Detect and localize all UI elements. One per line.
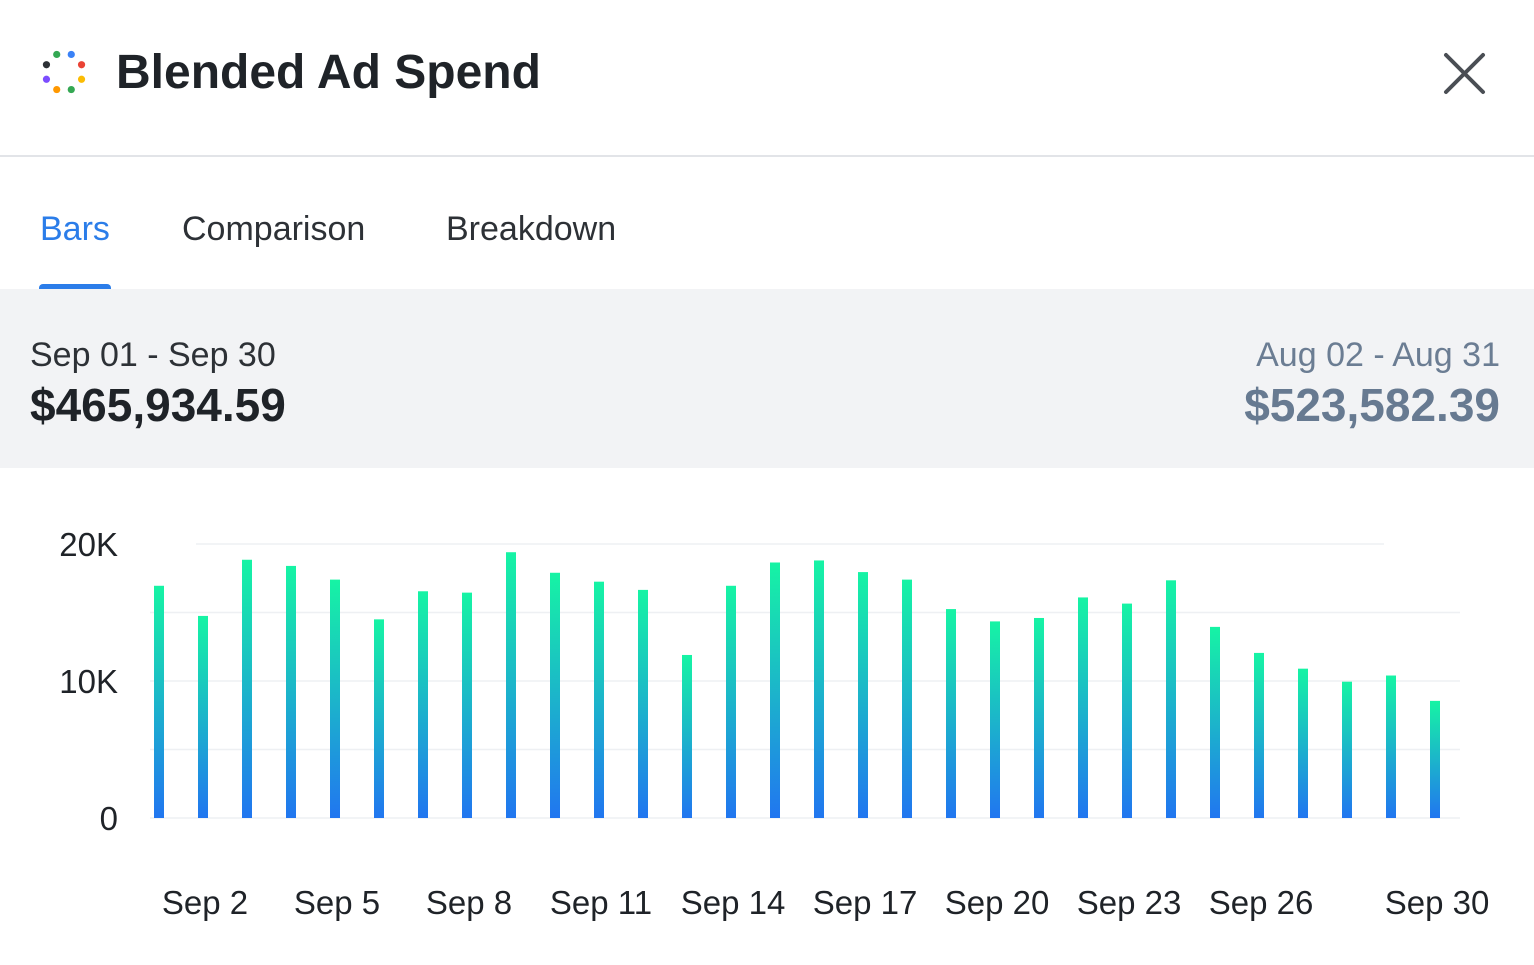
bar-sep-24[interactable]	[1166, 580, 1176, 818]
logo-dot	[42, 61, 51, 69]
bar-sep-9[interactable]	[506, 552, 516, 818]
modal-header: Blended Ad Spend	[0, 0, 1534, 157]
logo-dot	[77, 75, 86, 83]
bar-sep-15[interactable]	[770, 562, 780, 818]
bar-sep-18[interactable]	[902, 579, 912, 818]
bar-sep-29[interactable]	[1386, 675, 1396, 818]
bar-chart: 0 10K 20K Sep 2 Sep 5 Sep 8 Sep 11 Sep 14 Sep 1…	[0, 468, 1534, 960]
bar-sep-17[interactable]	[858, 572, 868, 818]
dots-circle-logo-icon	[42, 50, 86, 94]
logo-dot	[67, 85, 75, 94]
y-tick-label: 10K	[59, 663, 118, 700]
logo-dot	[53, 85, 61, 94]
bar-sep-5[interactable]	[330, 579, 340, 818]
bar-sep-13[interactable]	[682, 654, 692, 818]
previous-total-value: $523,582.39	[1244, 379, 1500, 431]
tab-bar: Bars Comparison Breakdown	[0, 159, 1534, 290]
x-tick-label: Sep 8	[426, 884, 512, 921]
bar-sep-25[interactable]	[1210, 626, 1220, 818]
bar-sep-2[interactable]	[198, 615, 208, 818]
bar-sep-22[interactable]	[1078, 597, 1088, 818]
tab-bars[interactable]: Bars	[40, 210, 110, 248]
bar-sep-8[interactable]	[462, 592, 472, 818]
bar-sep-11[interactable]	[594, 581, 604, 818]
x-tick-label: Sep 11	[550, 884, 652, 921]
bar-sep-26[interactable]	[1254, 652, 1264, 818]
bar-sep-23[interactable]	[1122, 603, 1132, 818]
bar-sep-20[interactable]	[990, 621, 1000, 818]
summary-panel: Sep 01 - Sep 30 $465,934.59 Aug 02 - Aug…	[0, 289, 1534, 468]
y-tick-label: 0	[100, 800, 118, 837]
bar-sep-12[interactable]	[638, 589, 648, 818]
bar-sep-30[interactable]	[1430, 700, 1440, 818]
tab-breakdown[interactable]: Breakdown	[446, 210, 617, 248]
bar-sep-27[interactable]	[1298, 668, 1308, 818]
y-tick-label: 20K	[59, 526, 118, 563]
bar-sep-16[interactable]	[814, 560, 824, 818]
bar-sep-28[interactable]	[1342, 681, 1352, 818]
bar-sep-14[interactable]	[726, 585, 736, 818]
current-date-range: Sep 01 - Sep 30	[30, 336, 276, 374]
x-tick-label: Sep 17	[813, 884, 918, 921]
logo-dot	[77, 61, 86, 69]
bar-sep-21[interactable]	[1034, 617, 1044, 818]
bar-chart-svg: 0 10K 20K Sep 2 Sep 5 Sep 8 Sep 11 Sep 14 Sep 1…	[59, 526, 1490, 921]
x-tick-label: Sep 14	[681, 884, 786, 921]
bar-sep-7[interactable]	[418, 591, 428, 818]
bar-sep-10[interactable]	[550, 572, 560, 818]
x-tick-label: Sep 23	[1077, 884, 1182, 921]
logo-dot	[42, 75, 51, 83]
logo-dot	[67, 50, 75, 59]
current-total-value: $465,934.59	[30, 379, 286, 431]
x-tick-label: Sep 26	[1209, 884, 1314, 921]
modal-title: Blended Ad Spend	[116, 46, 541, 99]
bar-sep-19[interactable]	[946, 609, 956, 818]
previous-date-range: Aug 02 - Aug 31	[1256, 336, 1500, 374]
tab-comparison[interactable]: Comparison	[182, 210, 366, 248]
bar-sep-3[interactable]	[242, 559, 252, 818]
bar-sep-6[interactable]	[374, 619, 384, 818]
x-tick-label: Sep 20	[945, 884, 1050, 921]
bar-sep-4[interactable]	[286, 565, 296, 818]
x-tick-label: Sep 2	[162, 884, 248, 921]
active-tab-indicator	[39, 284, 111, 290]
x-tick-label: Sep 5	[294, 884, 380, 921]
x-tick-label: Sep 30	[1385, 884, 1490, 921]
logo-dot	[53, 50, 61, 59]
bar-sep-1[interactable]	[154, 585, 164, 818]
close-icon[interactable]	[1432, 42, 1496, 106]
